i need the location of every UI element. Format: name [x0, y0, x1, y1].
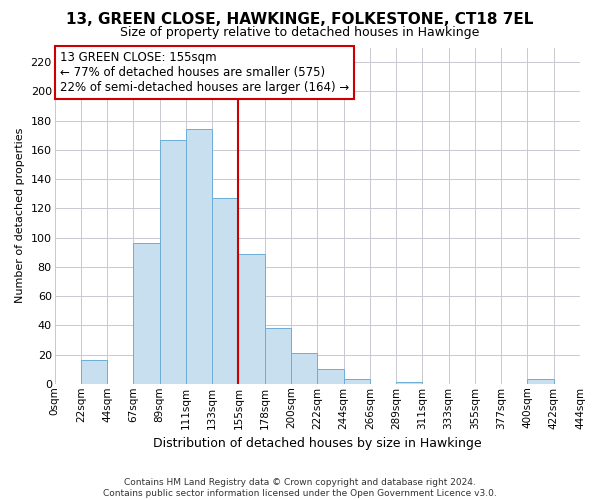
Y-axis label: Number of detached properties: Number of detached properties	[15, 128, 25, 304]
Text: Contains HM Land Registry data © Crown copyright and database right 2024.
Contai: Contains HM Land Registry data © Crown c…	[103, 478, 497, 498]
Text: 13 GREEN CLOSE: 155sqm
← 77% of detached houses are smaller (575)
22% of semi-de: 13 GREEN CLOSE: 155sqm ← 77% of detached…	[60, 51, 349, 94]
Bar	[186, 130, 212, 384]
Bar	[133, 244, 160, 384]
Bar	[212, 198, 238, 384]
Bar	[160, 140, 186, 384]
Bar	[527, 380, 554, 384]
Bar	[344, 380, 370, 384]
Bar	[238, 254, 265, 384]
Bar	[291, 353, 317, 384]
X-axis label: Distribution of detached houses by size in Hawkinge: Distribution of detached houses by size …	[153, 437, 482, 450]
Bar	[81, 360, 107, 384]
Text: Size of property relative to detached houses in Hawkinge: Size of property relative to detached ho…	[121, 26, 479, 39]
Bar	[317, 369, 344, 384]
Bar	[265, 328, 291, 384]
Bar	[396, 382, 422, 384]
Text: 13, GREEN CLOSE, HAWKINGE, FOLKESTONE, CT18 7EL: 13, GREEN CLOSE, HAWKINGE, FOLKESTONE, C…	[67, 12, 533, 28]
